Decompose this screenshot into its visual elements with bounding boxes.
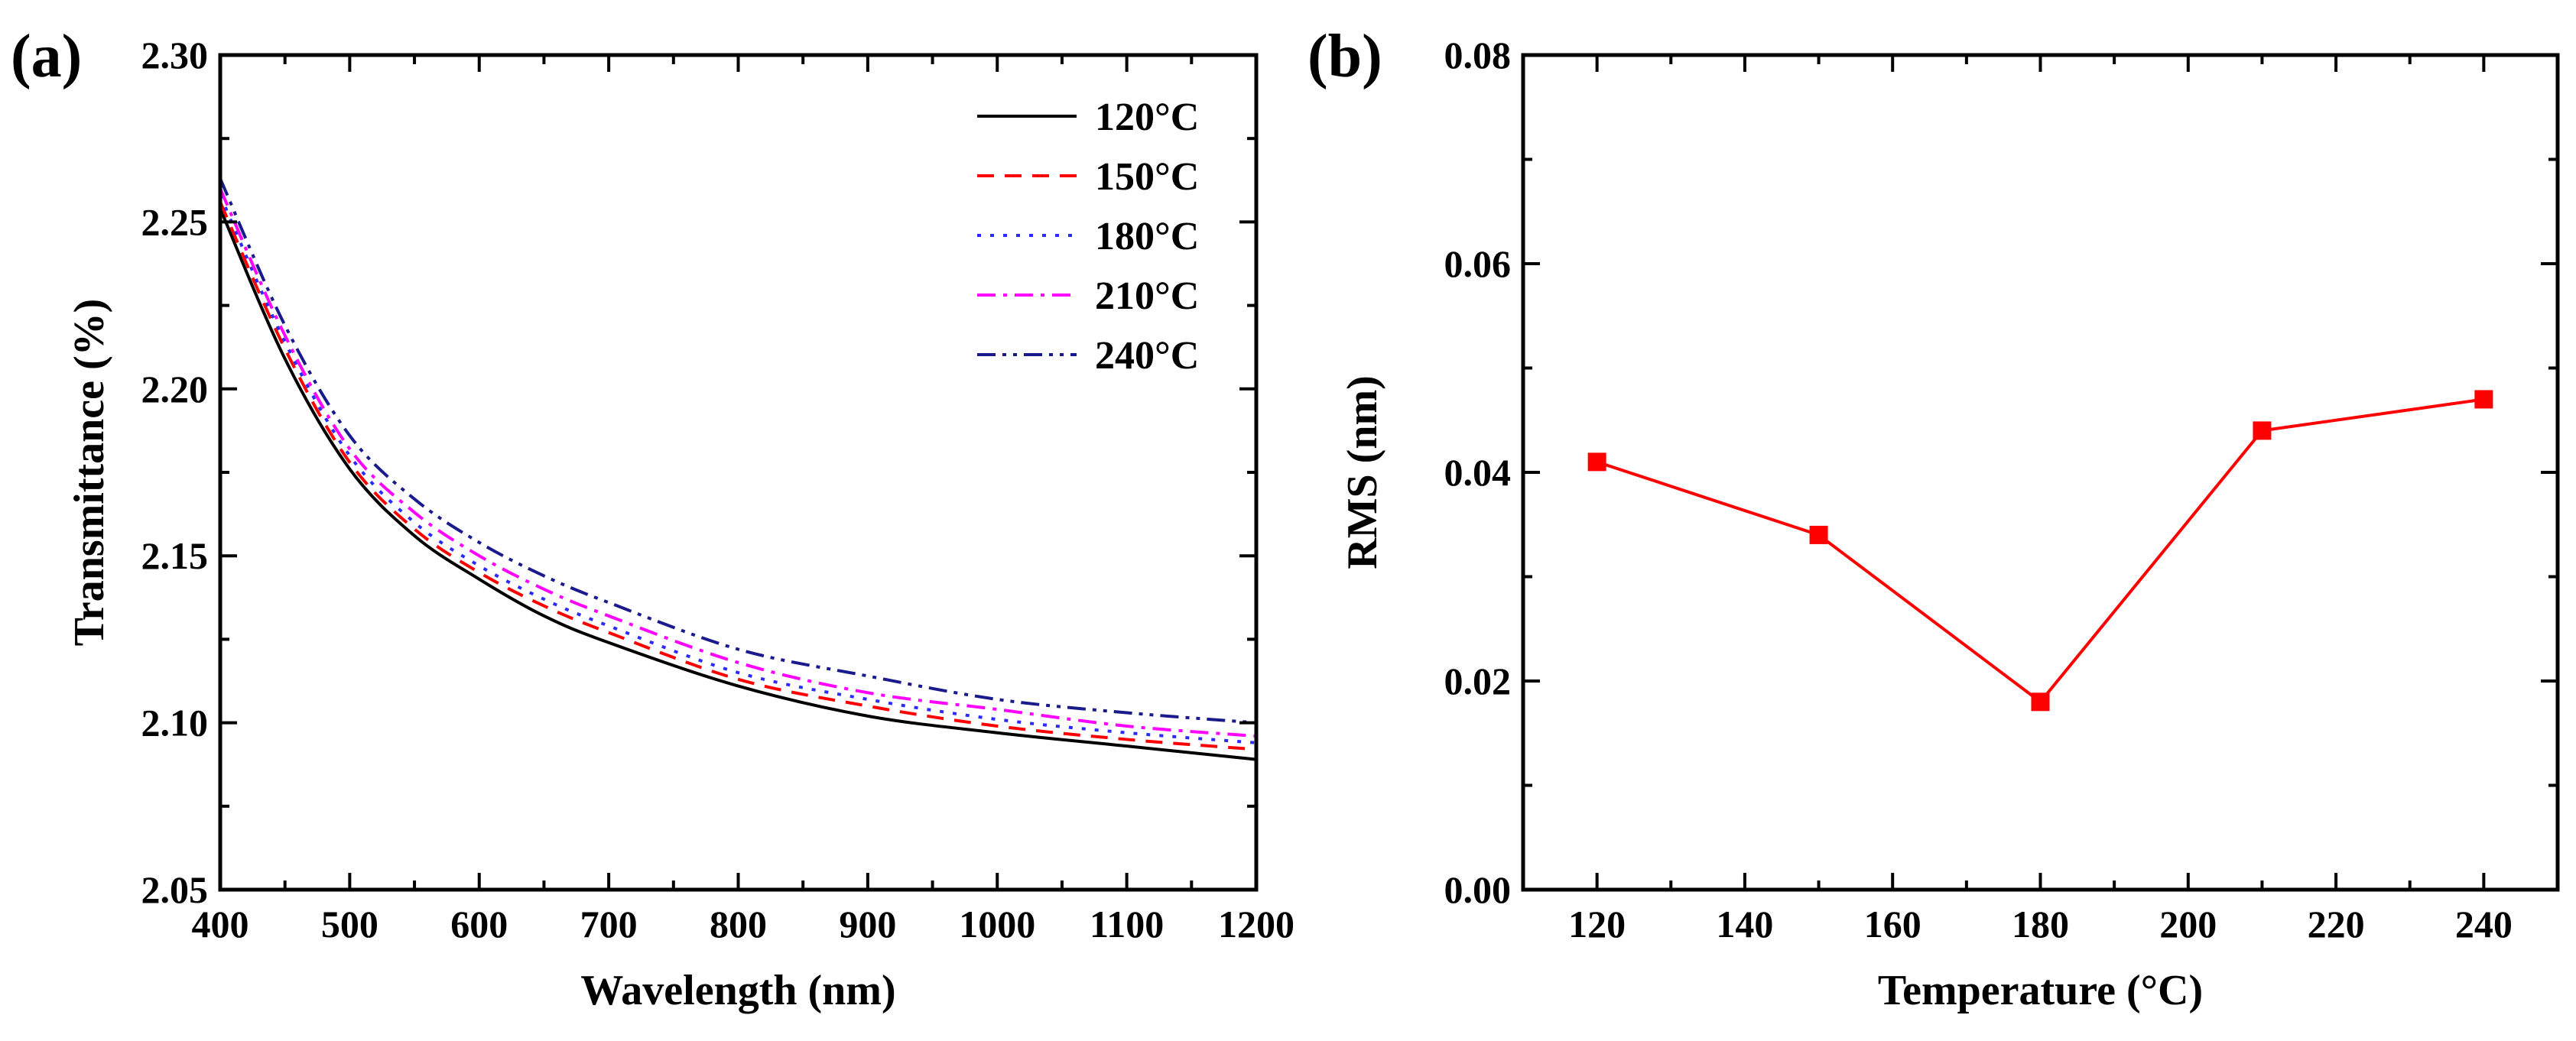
panel-b-x-tick-label: 140 — [1716, 903, 1773, 945]
rms-point-210 — [2253, 421, 2272, 440]
panel-b-x-tick-label: 220 — [2308, 903, 2365, 945]
panel-b-y-tick-label: 0.00 — [1444, 868, 1512, 911]
panel-a-x-tick-label: 700 — [580, 903, 638, 945]
panel-b-y-tick-label: 0.06 — [1444, 242, 1512, 285]
panel-a-y-tick-label: 2.30 — [141, 34, 209, 76]
panel-b-y-tick-label: 0.04 — [1444, 451, 1512, 494]
panel-b-x-tick-label: 180 — [2012, 903, 2069, 945]
legend-label-210c: 210°C — [1095, 274, 1199, 318]
panel-a-y-tick-label: 2.05 — [141, 868, 209, 911]
panel-a-y-tick-label: 2.20 — [141, 368, 209, 410]
panel-a-x-tick-label: 400 — [192, 903, 249, 945]
series-line-120c — [219, 208, 1257, 761]
rms-point-240 — [2474, 390, 2493, 409]
panel-a-transmittance-chart: (a) 400 500 600 700 800 900 1000 1100 1200 2.05 2.… — [11, 23, 1294, 1014]
panel-b-x-tick-label: 200 — [2159, 903, 2217, 945]
panel-b-rms-chart: (b) 120 140 160 180 200 220 240 0.00 0.02 0.04 0.0… — [1307, 23, 2560, 1014]
panel-a-series-lines — [219, 177, 1257, 761]
panel-a-y-tick-label: 2.10 — [141, 702, 209, 744]
rms-point-120 — [1587, 452, 1606, 472]
series-line-150c — [219, 201, 1257, 751]
panel-b-y-tick-label: 0.02 — [1444, 660, 1512, 702]
panel-a-x-tick-label: 1200 — [1218, 903, 1294, 945]
legend-label-240c: 240°C — [1095, 334, 1199, 378]
panel-b-x-tick-label: 120 — [1568, 903, 1626, 945]
panel-a-x-tick-label: 600 — [450, 903, 508, 945]
legend-label-150c: 150°C — [1095, 155, 1199, 199]
panel-b-x-tick-label: 160 — [1864, 903, 1921, 945]
legend-label-180c: 180°C — [1095, 215, 1199, 258]
panel-a-x-tick-label: 1000 — [959, 903, 1035, 945]
panel-b-x-axis-title: Temperature (°C) — [1878, 967, 2203, 1014]
panel-b-y-tick-label: 0.08 — [1444, 34, 1512, 76]
rms-point-180 — [2031, 692, 2050, 712]
panel-a-y-tick-label: 2.25 — [141, 200, 209, 243]
panel-a-x-tick-label: 900 — [839, 903, 896, 945]
series-line-240c — [219, 177, 1257, 725]
panel-a-label: (a) — [11, 23, 82, 90]
legend-label-120c: 120°C — [1095, 96, 1199, 139]
panel-a-y-axis-title: Transmittance (%) — [66, 299, 113, 647]
panel-a-x-tick-label: 800 — [710, 903, 767, 945]
panel-a-x-tick-label: 500 — [321, 903, 378, 945]
panel-b-label: (b) — [1307, 23, 1382, 90]
panel-b-x-tick-label: 240 — [2455, 903, 2513, 945]
panel-a-legend: 120°C 150°C 180°C 210°C 240°C — [977, 96, 1199, 378]
panel-b-series-line — [1587, 390, 2493, 712]
panel-a-y-tick-label: 2.15 — [141, 534, 209, 577]
series-line-210c — [219, 187, 1257, 738]
panel-b-y-axis-title: RMS (nm) — [1339, 375, 1386, 569]
rms-series-line — [1597, 397, 2484, 705]
rms-point-150 — [1809, 525, 1828, 544]
panel-a-x-axis-title: Wavelength (nm) — [580, 967, 895, 1014]
series-line-180c — [219, 194, 1257, 744]
panel-b-plot-frame — [1521, 53, 2560, 892]
panel-a-x-tick-label: 1100 — [1090, 903, 1164, 945]
